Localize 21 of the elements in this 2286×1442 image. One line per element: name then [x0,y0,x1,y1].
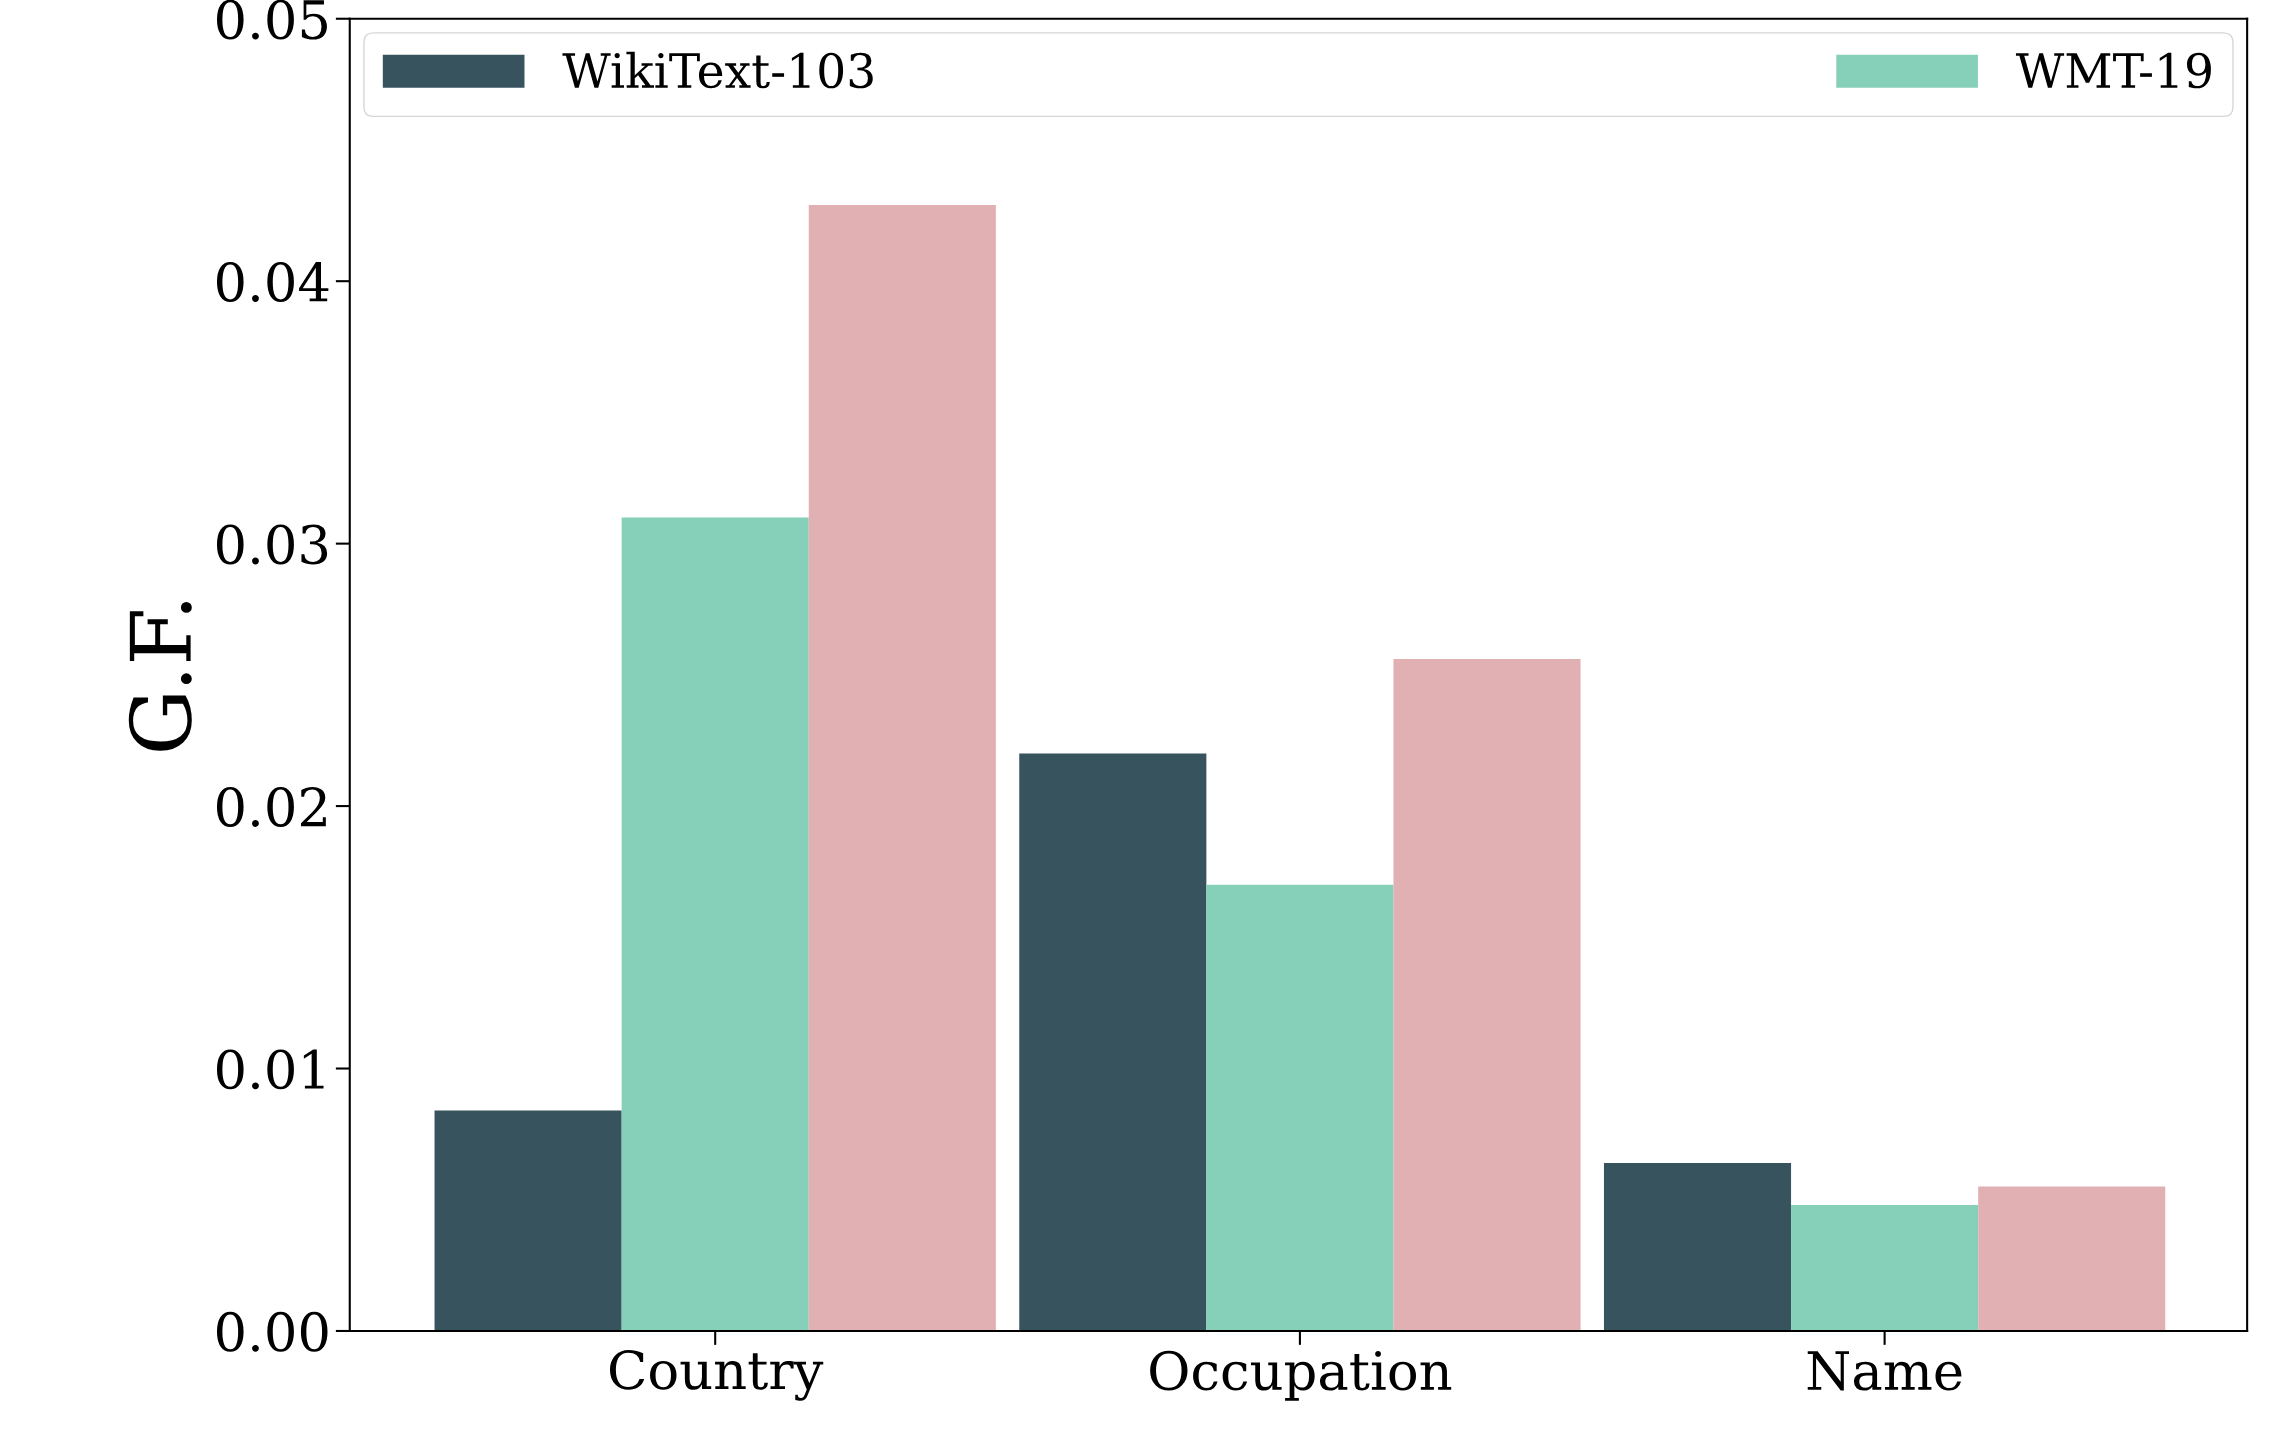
y-tick-label: 0.01 [216,1049,324,1090]
bar [1791,1204,1979,1331]
y-axis-title: G.F. [128,602,192,751]
bar [1393,659,1581,1331]
bar [621,517,809,1331]
legend-label: WikiText-103 [562,51,873,89]
y-tick-label: 0.00 [216,1311,328,1352]
bar [1206,884,1394,1331]
bar [808,205,996,1331]
bar [1603,1163,1792,1331]
y-tick-label: 0.04 [216,262,329,302]
y-tick-label: 0.05 [216,0,327,40]
bar [434,1110,622,1331]
x-tick-label: Occupation [1150,1350,1452,1401]
x-tick-label: Country [609,1349,824,1401]
bar [1019,753,1207,1331]
y-tick-label: 0.03 [216,524,328,565]
legend-label: WMT-19 [2015,52,2211,89]
x-tick-label: Name [1807,1351,1962,1391]
bar [1978,1186,2166,1331]
y-tick-label: 0.02 [216,786,326,827]
